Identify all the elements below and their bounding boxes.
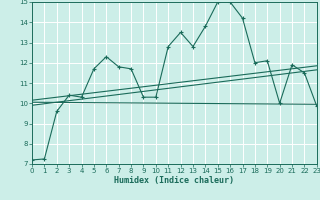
X-axis label: Humidex (Indice chaleur): Humidex (Indice chaleur) (115, 176, 234, 185)
